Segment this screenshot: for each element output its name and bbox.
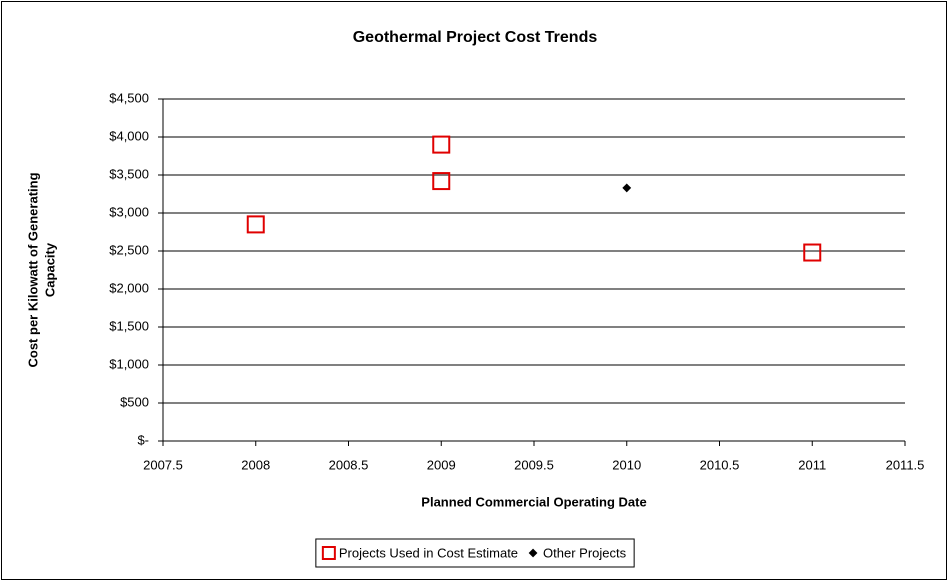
y-tick-label: $500 xyxy=(120,394,149,409)
y-tick-label: $4,500 xyxy=(109,90,149,105)
y-axis-label-line: Capacity xyxy=(42,242,57,297)
legend-label: Projects Used in Cost Estimate xyxy=(339,545,518,560)
x-tick-label: 2011.5 xyxy=(886,457,925,472)
legend: Projects Used in Cost Estimate Other Proj… xyxy=(315,538,635,568)
y-tick-label: $3,500 xyxy=(109,166,149,181)
x-tick-label: 2009.5 xyxy=(514,457,554,472)
y-axis-label: Cost per Kilowatt of Generating Capacity xyxy=(25,172,57,367)
x-tick-label: 2010 xyxy=(612,457,641,472)
y-tick-label: $1,000 xyxy=(109,356,149,371)
y-tick-label: $2,000 xyxy=(109,280,149,295)
legend-marker xyxy=(321,546,336,560)
point xyxy=(803,243,822,262)
legend-box xyxy=(315,538,635,568)
point xyxy=(622,183,632,193)
y-axis-label-line: Cost per Kilowatt of Generating xyxy=(25,172,40,367)
y-tick-label: $1,500 xyxy=(109,318,149,333)
point xyxy=(432,172,451,191)
x-tick-label: 2008.5 xyxy=(329,457,369,472)
legend-marker xyxy=(528,548,538,558)
chart-title: Geothermal Project Cost Trends xyxy=(353,29,598,46)
y-tick-label: $- xyxy=(137,432,149,447)
y-tick-label: $3,000 xyxy=(109,204,149,219)
x-tick-label: 2010.5 xyxy=(700,457,740,472)
point xyxy=(246,215,265,234)
point xyxy=(432,135,451,154)
x-axis-label: Planned Commercial Operating Date xyxy=(421,494,646,509)
y-tick-label: $2,500 xyxy=(109,242,149,257)
y-tick-label: $4,000 xyxy=(109,128,149,143)
x-tick-label: 2008 xyxy=(241,457,270,472)
legend-label: Other Projects xyxy=(543,545,627,560)
x-tick-label: 2011 xyxy=(798,457,826,472)
x-tick-label: 2007.5 xyxy=(143,457,183,472)
x-tick-label: 2009 xyxy=(427,457,456,472)
